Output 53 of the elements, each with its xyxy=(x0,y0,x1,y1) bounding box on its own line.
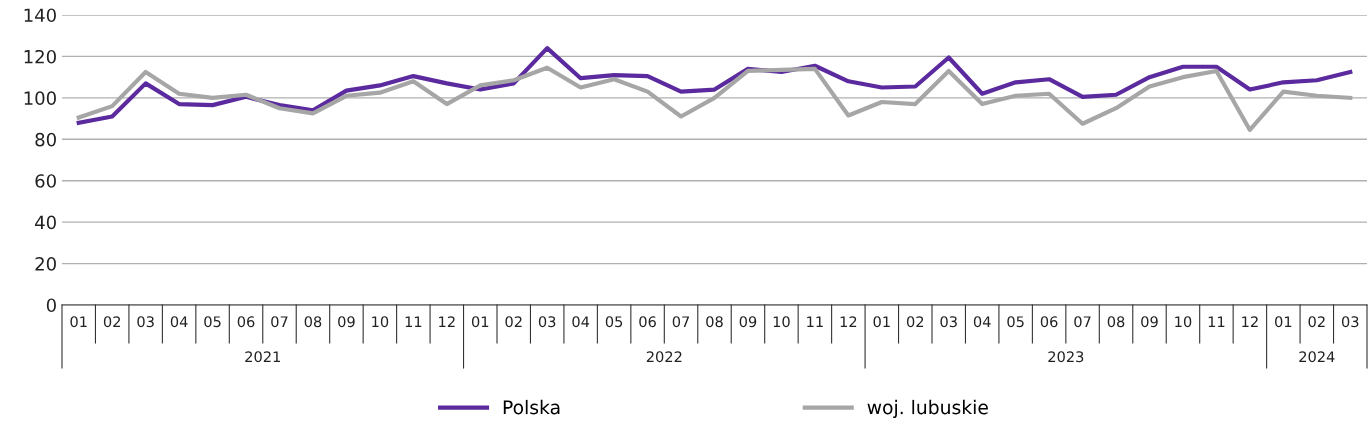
x-tick-label: 12 xyxy=(840,316,857,328)
x-tick-label: 01 xyxy=(70,316,87,328)
y-tick-label: 60 xyxy=(35,174,56,188)
x-tick-label: 10 xyxy=(372,316,389,328)
x-tick-label: 12 xyxy=(439,316,455,328)
x-tick-label: 03 xyxy=(1341,316,1359,328)
y-tick-label: 80 xyxy=(35,132,56,147)
x-tick-label: 07 xyxy=(672,316,690,328)
x-tick-label: 04 xyxy=(572,316,590,328)
x-tick-label: 10 xyxy=(1175,316,1192,328)
y-tick-label: 100 xyxy=(24,91,56,105)
y-tick-label: 140 xyxy=(24,8,56,23)
x-tick-label: 09 xyxy=(338,316,355,328)
x-tick-label: 05 xyxy=(1007,316,1024,328)
x-tick-label: 04 xyxy=(170,316,188,328)
x-tick-label: 03 xyxy=(538,316,556,328)
x-tick-label: 12 xyxy=(1242,316,1258,328)
x-tick-label: 05 xyxy=(605,316,623,328)
x-tick-label: 09 xyxy=(739,316,757,328)
x-tick-label: 01 xyxy=(1275,316,1292,328)
x-tick-label: 08 xyxy=(706,316,723,328)
x-tick-label: 08 xyxy=(304,316,322,328)
x-tick-label: 02 xyxy=(505,316,522,328)
x-tick-label: 03 xyxy=(940,316,957,328)
x-tick-label: 01 xyxy=(471,316,489,328)
x-tick-label: 02 xyxy=(906,316,924,328)
text: 2023 xyxy=(1048,351,1084,363)
legend-label: woj. lubuskie xyxy=(867,399,988,419)
legend-label: Polska xyxy=(503,399,560,415)
x-tick-label: 03 xyxy=(137,316,154,328)
x-tick-label: 11 xyxy=(405,316,422,328)
x-tick-label: 01 xyxy=(873,316,890,328)
y-tick-label: 120 xyxy=(24,49,56,64)
x-tick-label: 10 xyxy=(773,316,790,328)
x-tick-label: 04 xyxy=(973,316,991,328)
y-tick-label: 40 xyxy=(35,215,56,230)
x-tick-label: 07 xyxy=(1074,316,1091,328)
x-tick-label: 09 xyxy=(1141,316,1158,328)
x-tick-label: 02 xyxy=(1308,316,1325,328)
y-tick-label: 20 xyxy=(35,257,56,271)
x-tick-label: 11 xyxy=(807,316,823,328)
x-tick-label: 06 xyxy=(639,316,656,328)
x-tick-label: 07 xyxy=(271,316,288,328)
x-tick-label: 06 xyxy=(1040,316,1058,328)
text: 2022 xyxy=(646,351,682,363)
x-tick-label: 06 xyxy=(237,316,255,328)
x-tick-label: 05 xyxy=(204,316,221,328)
x-tick-label: 02 xyxy=(103,316,121,328)
text: 2021 xyxy=(245,351,280,363)
x-tick-label: 11 xyxy=(1208,316,1225,328)
y-tick-label: 0 xyxy=(46,298,56,313)
text: 2024 xyxy=(1299,351,1335,363)
x-tick-label: 08 xyxy=(1107,316,1125,328)
